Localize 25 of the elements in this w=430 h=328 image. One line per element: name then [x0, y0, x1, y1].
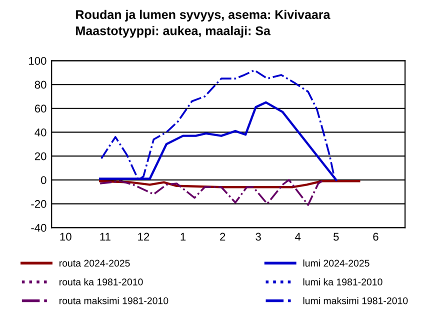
y-tick-label: 80	[34, 80, 46, 89]
y-tick-label: -40	[31, 224, 46, 232]
legend-label: lumi maksimi 1981-2010	[303, 297, 408, 304]
x-tick-label: 12	[138, 232, 150, 241]
chart-title: Roudan ja lumen syvyys, asema: Kivivaara Maastotyyppi: aukea, maalaji: Sa	[76, 10, 330, 38]
y-tick-label: 20	[34, 152, 46, 160]
line-series	[99, 179, 324, 206]
legend-label: lumi ka 1981-2010	[303, 278, 382, 286]
x-tick-label: 10	[60, 232, 72, 241]
y-tick-label: 0	[40, 176, 46, 184]
y-tick-label: 60	[34, 104, 46, 113]
x-tick-label: 11	[100, 232, 110, 241]
y-tick-label: 100	[29, 56, 46, 65]
x-tick-label: 1	[180, 232, 186, 241]
x-tick-label: 4	[295, 232, 301, 241]
legend-label: routa maksimi 1981-2010	[60, 297, 168, 304]
legend-label: routa 2024-2025	[60, 260, 130, 267]
x-tick-label: 2	[220, 232, 226, 241]
legend-label: lumi 2024-2025	[303, 259, 370, 267]
x-tick-label: 6	[373, 232, 378, 241]
legend-label: routa ka 1981-2010	[60, 278, 143, 286]
y-tick-label: 40	[34, 128, 46, 136]
x-tick-label: 3	[256, 232, 261, 241]
x-tick-label: 5	[334, 232, 339, 241]
y-tick-label: -20	[31, 200, 46, 208]
